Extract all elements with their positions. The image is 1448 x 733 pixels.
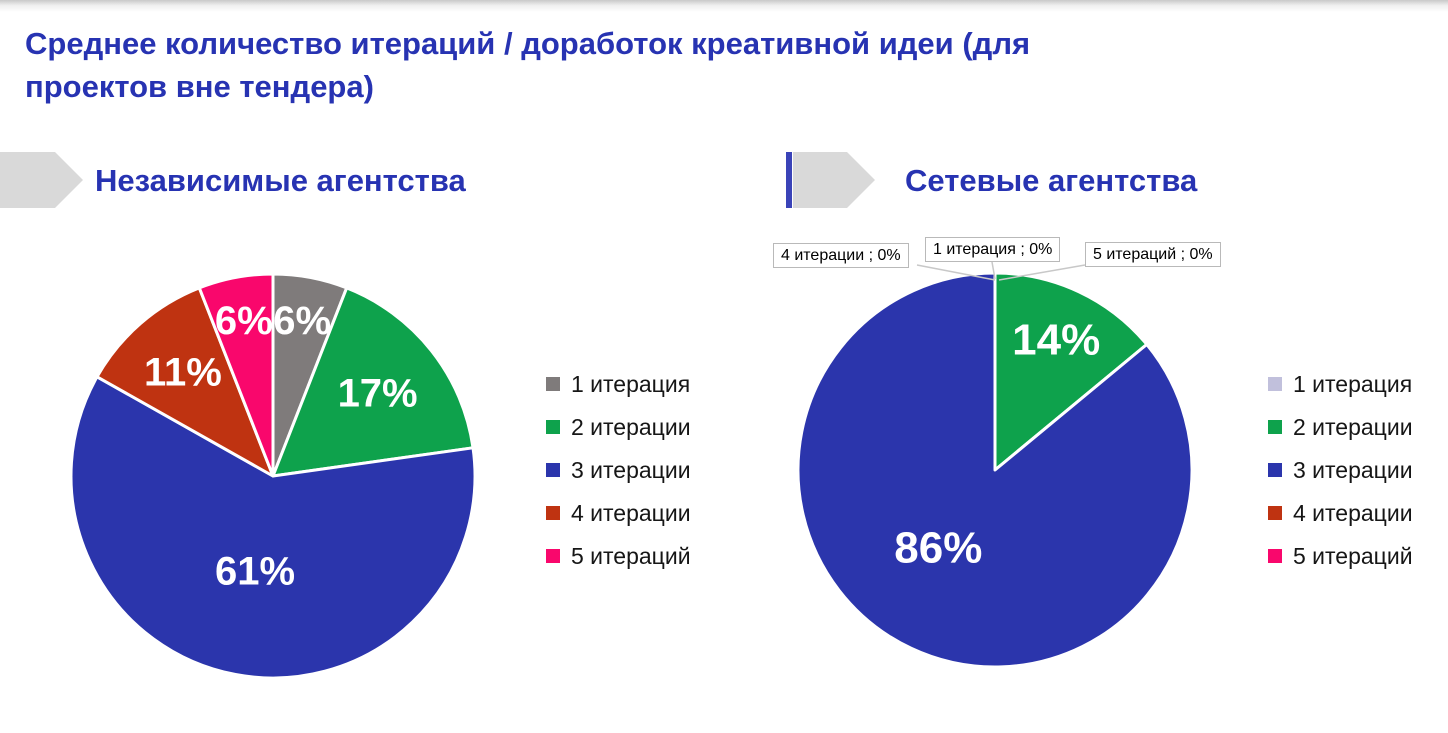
pie-value-label: 6% <box>273 299 331 343</box>
legend-independent: 1 итерация 2 итерации 3 итерации 4 итерации… <box>546 370 691 569</box>
legend-label: 2 итерации <box>1293 413 1413 440</box>
legend-swatch-icon <box>546 377 560 391</box>
legend-label: 4 итерации <box>1293 499 1413 526</box>
legend-label: 5 итераций <box>571 542 691 569</box>
section-header-network: Сетевые агентства <box>905 163 1198 198</box>
callout-4-iterations: 4 итерации ; 0% <box>773 243 909 268</box>
page-title: Среднее количество итераций / доработок … <box>25 22 1425 108</box>
legend-item: 3 итерации <box>1268 456 1413 483</box>
legend-item: 3 итерации <box>546 456 691 483</box>
legend-swatch-icon <box>546 420 560 434</box>
legend-item: 5 итераций <box>1268 542 1413 569</box>
pie-slice-4-итерации <box>95 286 275 478</box>
legend-item: 2 итерации <box>546 413 691 440</box>
pie-slice-2-итерации <box>993 271 1149 472</box>
legend-swatch-icon <box>1268 377 1282 391</box>
arrow-shape-icon <box>0 152 83 208</box>
legend-label: 4 итерации <box>571 499 691 526</box>
legend-label: 3 итерации <box>571 456 691 483</box>
section-header-independent: Независимые агентства <box>95 163 466 198</box>
page-title-line-1: Среднее количество итераций / доработок … <box>25 26 1031 61</box>
legend-network: 1 итерация 2 итерации 3 итерации 4 итерации… <box>1268 370 1413 569</box>
legend-label: 3 итерации <box>1293 456 1413 483</box>
legend-item: 5 итераций <box>546 542 691 569</box>
pie-value-label: 17% <box>338 371 418 415</box>
legend-item: 1 итерация <box>546 370 691 397</box>
legend-swatch-icon <box>546 463 560 477</box>
legend-label: 5 итераций <box>1293 542 1413 569</box>
page-title-line-2: проектов вне тендера) <box>25 69 374 104</box>
pie-chart-independent: 6%17%61%11%6% <box>69 272 477 680</box>
legend-label: 2 итерации <box>571 413 691 440</box>
legend-swatch-icon <box>1268 420 1282 434</box>
pie-value-label: 61% <box>215 549 295 593</box>
pie-value-label: 14% <box>1012 315 1100 364</box>
legend-item: 4 итерации <box>546 499 691 526</box>
callout-5-iterations: 5 итераций ; 0% <box>1085 242 1221 267</box>
legend-label: 1 итерация <box>1293 370 1413 397</box>
legend-item: 1 итерация <box>1268 370 1413 397</box>
pie-chart-network: 14% 86% <box>796 271 1194 669</box>
pie-slice-3-итерации <box>796 271 1194 669</box>
legend-item: 2 итерации <box>1268 413 1413 440</box>
legend-swatch-icon <box>546 549 560 563</box>
legend-label: 1 итерация <box>571 370 691 397</box>
legend-swatch-icon <box>1268 549 1282 563</box>
callout-1-iteration: 1 итерация ; 0% <box>925 237 1061 262</box>
legend-swatch-icon <box>1268 463 1282 477</box>
callout-leader-lines <box>916 261 1086 281</box>
legend-swatch-icon <box>1268 506 1282 520</box>
legend-item: 4 итерации <box>1268 499 1413 526</box>
pie-value-label: 86% <box>894 524 982 573</box>
pie-value-label: 11% <box>144 350 222 394</box>
legend-swatch-icon <box>546 506 560 520</box>
arrow-shape-icon <box>793 152 875 208</box>
pie-value-label: 6% <box>215 299 273 343</box>
pie-slice-3-итерации <box>69 375 477 680</box>
top-border-gradient <box>0 0 1448 12</box>
header-accent-bar <box>786 152 792 208</box>
pie-slice-2-итерации <box>271 286 475 478</box>
pie-slice-5-итераций <box>197 272 275 478</box>
